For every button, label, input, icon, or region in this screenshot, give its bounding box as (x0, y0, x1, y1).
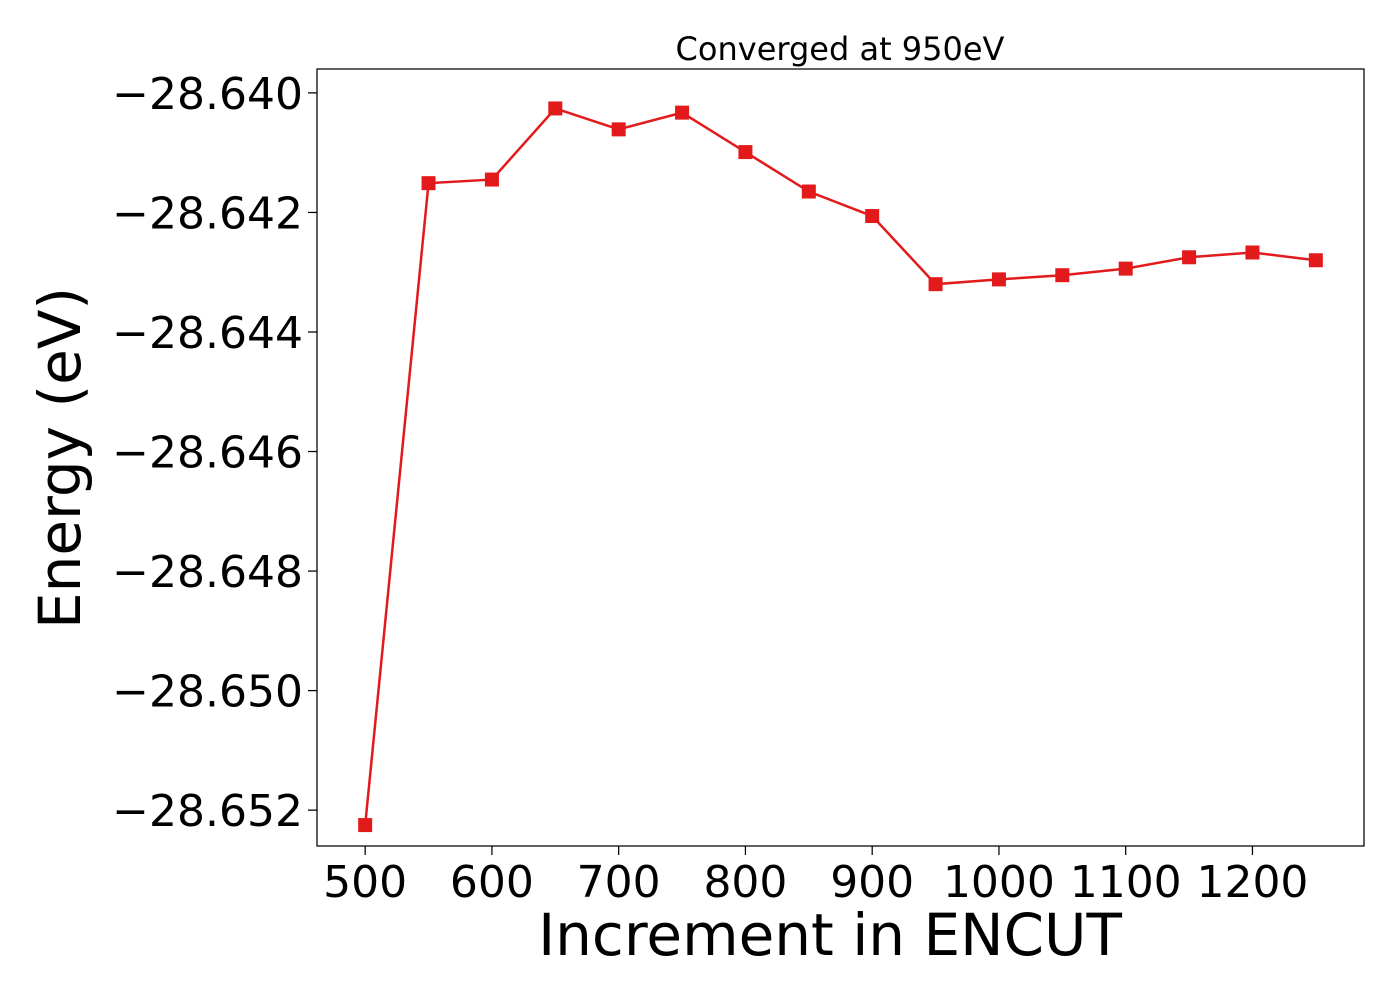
x-tick-label: 900 (830, 857, 914, 908)
x-axis-title: Increment in ENCUT (538, 901, 1122, 969)
data-point-marker (991, 272, 1006, 287)
y-tick-label: −28.650 (112, 667, 303, 718)
data-point-marker (421, 176, 436, 191)
y-axis: −28.640 −28.642 −28.644 −28.646 −28.648 −28.6… (112, 69, 317, 837)
chart-title: Converged at 950eV (676, 30, 1005, 68)
x-tick-label: 1200 (1196, 857, 1308, 908)
data-point-marker (1055, 268, 1070, 283)
x-tick-label: 500 (323, 857, 407, 908)
x-tick-label: 800 (703, 857, 787, 908)
x-tick-label: 700 (577, 857, 661, 908)
y-tick-label: −28.648 (112, 547, 303, 598)
plot-area-frame (316, 68, 1365, 847)
series-group (358, 101, 1323, 833)
x-tick-label: 600 (450, 857, 534, 908)
data-point-marker (484, 172, 499, 187)
data-point-marker (675, 105, 690, 120)
series-line (363, 107, 1316, 826)
y-tick-label: −28.646 (112, 428, 303, 479)
data-point-marker (548, 101, 563, 116)
data-point-marker (738, 145, 753, 160)
y-tick-label: −28.652 (112, 786, 303, 837)
x-tick-label: 1000 (943, 857, 1055, 908)
data-point-marker (865, 209, 880, 224)
data-point-marker (1118, 261, 1133, 276)
data-point-marker (801, 184, 816, 199)
data-point-marker (1182, 250, 1197, 265)
data-point-marker (1245, 245, 1260, 260)
data-point-marker (358, 818, 373, 833)
y-tick-label: −28.644 (112, 308, 303, 359)
data-point-marker (611, 122, 626, 137)
y-tick-label: −28.642 (112, 188, 303, 239)
data-point-marker (1308, 253, 1323, 268)
y-tick-label: −28.640 (112, 69, 303, 120)
data-point-marker (928, 277, 943, 292)
x-axis: 500 600 700 800 900 1000 1100 1200 (323, 846, 1308, 908)
y-axis-title: Energy (eV) (26, 287, 94, 629)
x-tick-label: 1100 (1070, 857, 1182, 908)
